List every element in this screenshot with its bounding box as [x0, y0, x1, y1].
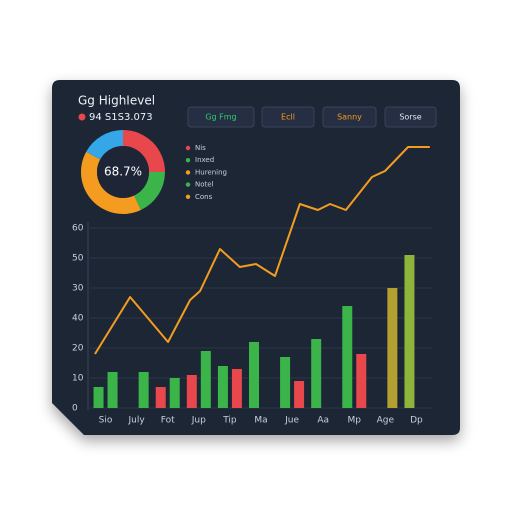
button-label[interactable]: Ecll: [281, 113, 295, 122]
legend-label: Nis: [195, 144, 206, 152]
y-tick-label: 0: [72, 404, 78, 414]
donut-center-label: 68.7%: [104, 165, 142, 179]
legend-label: Hurening: [195, 168, 227, 176]
x-tick-label: Dp: [410, 416, 423, 426]
donut-hole: [97, 146, 149, 198]
button[interactable]: [261, 106, 315, 128]
y-tick-label: 30: [72, 284, 84, 294]
legend-swatch: [185, 170, 191, 175]
legend-swatch: [185, 145, 191, 151]
legend-label: Inxed: [195, 156, 214, 164]
donut-segment: [134, 172, 165, 211]
button[interactable]: [322, 106, 377, 128]
x-tick-label: Ma: [254, 416, 267, 426]
bar: [404, 255, 415, 408]
y-tick-label: 20: [72, 344, 84, 354]
bar: [200, 351, 211, 408]
subtitle: 94 S1S3.073: [89, 112, 153, 123]
y-tick-label: 50: [72, 254, 84, 264]
title: Gg HighIevel: [78, 94, 155, 108]
bar: [342, 306, 353, 408]
donut-segment: [81, 151, 141, 215]
bar: [138, 372, 149, 408]
bar: [249, 342, 259, 408]
status-dot: [78, 113, 86, 121]
x-tick-label: Tip: [222, 416, 237, 426]
x-tick-label: Aa: [317, 416, 329, 426]
bar: [155, 387, 166, 408]
button-label[interactable]: Sanny: [337, 113, 362, 122]
bar: [311, 339, 322, 408]
bar: [107, 372, 118, 408]
x-tick-label: Jue: [284, 416, 299, 426]
bar: [356, 354, 367, 408]
x-tick-label: July: [128, 416, 146, 426]
x-tick-label: Sio: [99, 416, 113, 426]
bar: [186, 375, 197, 408]
legend-swatch: [185, 158, 191, 163]
x-tick-label: Jup: [191, 416, 206, 426]
y-tick-label: 40: [72, 314, 84, 324]
bar: [231, 369, 242, 408]
x-tick-label: Fot: [161, 416, 175, 426]
bar: [93, 387, 104, 408]
line: [94, 146, 430, 355]
x-tick-label: Mp: [348, 416, 362, 426]
bar: [387, 288, 398, 408]
x-tick-label: Age: [377, 416, 395, 426]
donut-segment: [123, 130, 165, 172]
y-tick-label: 60: [72, 224, 84, 234]
legend-label: Cons: [195, 193, 213, 201]
button-label[interactable]: Sorse: [399, 113, 421, 122]
legend-label: Notel: [195, 181, 214, 189]
bar: [217, 366, 228, 408]
button[interactable]: [384, 106, 437, 128]
y-tick-label: 10: [72, 374, 84, 384]
donut-segment: [86, 130, 123, 160]
button[interactable]: [187, 106, 255, 128]
legend-swatch: [185, 182, 191, 187]
bar: [280, 357, 291, 408]
button-label[interactable]: Gg Fmg: [205, 113, 236, 122]
bar: [294, 381, 305, 408]
legend-swatch: [185, 194, 191, 199]
bar: [169, 378, 180, 408]
